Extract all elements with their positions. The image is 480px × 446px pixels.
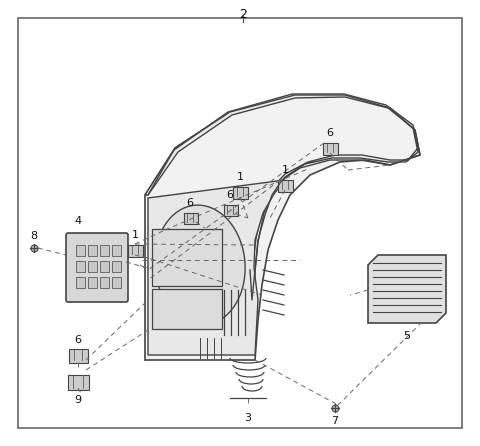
Text: 9: 9 [74,395,82,405]
Polygon shape [368,255,446,323]
Text: 6: 6 [74,335,82,345]
Text: 8: 8 [30,231,37,241]
Text: 7: 7 [331,416,338,426]
Polygon shape [148,180,285,355]
FancyBboxPatch shape [111,260,120,272]
FancyBboxPatch shape [323,143,337,154]
Text: 2: 2 [239,8,247,21]
FancyBboxPatch shape [99,277,108,288]
FancyBboxPatch shape [183,212,197,223]
FancyBboxPatch shape [87,260,96,272]
Ellipse shape [155,205,245,325]
FancyBboxPatch shape [75,260,84,272]
Text: 1: 1 [132,230,139,240]
FancyBboxPatch shape [224,205,238,215]
Text: 3: 3 [244,413,252,423]
FancyBboxPatch shape [111,244,120,256]
FancyBboxPatch shape [152,289,222,329]
FancyBboxPatch shape [99,260,108,272]
FancyBboxPatch shape [66,233,128,302]
Polygon shape [145,95,420,360]
Polygon shape [145,94,418,302]
FancyBboxPatch shape [87,244,96,256]
FancyBboxPatch shape [75,277,84,288]
Text: 6: 6 [227,190,233,200]
FancyBboxPatch shape [128,244,143,256]
FancyBboxPatch shape [75,244,84,256]
Text: 6: 6 [326,128,334,138]
FancyBboxPatch shape [87,277,96,288]
Text: 6: 6 [187,198,193,208]
Text: 4: 4 [74,216,82,226]
FancyBboxPatch shape [152,229,222,286]
FancyBboxPatch shape [111,277,120,288]
FancyBboxPatch shape [277,179,292,191]
Text: 1: 1 [281,165,288,175]
FancyBboxPatch shape [68,375,88,389]
Text: 1: 1 [237,172,243,182]
Text: 5: 5 [404,331,410,341]
FancyBboxPatch shape [232,186,248,198]
FancyBboxPatch shape [69,348,87,363]
FancyBboxPatch shape [99,244,108,256]
